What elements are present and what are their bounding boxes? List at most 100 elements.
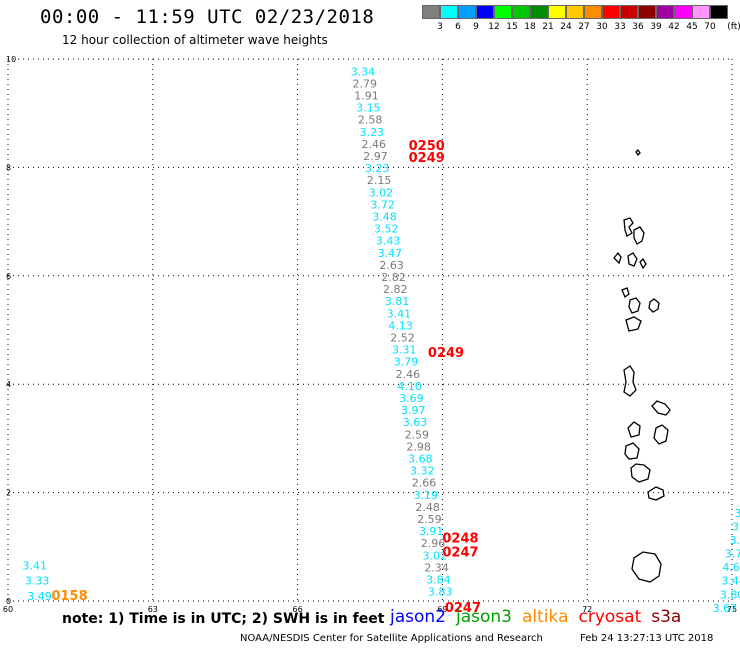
time-label: 0250: [409, 139, 445, 154]
legend-label: 45: [686, 22, 698, 32]
satellite-name: altika: [522, 607, 569, 627]
wave-height-value: 3.41: [387, 307, 412, 320]
wave-height-value: 2.98: [406, 440, 431, 453]
time-label: 0247: [442, 546, 478, 561]
wave-height-value: 3.23: [360, 126, 385, 139]
legend-swatch: [512, 5, 530, 19]
y-tick-label: 6: [6, 272, 11, 281]
wave-height-value: 2.63: [379, 259, 404, 272]
legend-swatch: [620, 5, 638, 19]
wave-height-value: 3.75: [725, 548, 740, 561]
island-outline: [628, 297, 641, 314]
wave-height-value: 2.58: [358, 114, 383, 127]
legend-swatches: [422, 5, 728, 19]
wave-height-value: 3.43: [376, 235, 401, 248]
legend-label: 70: [704, 22, 716, 32]
legend-label: 9: [473, 22, 479, 32]
legend-label: 3: [437, 22, 443, 32]
x-tick-label: 75: [727, 605, 737, 614]
legend-label: 18: [524, 22, 536, 32]
wave-height-value: 3.68: [408, 452, 433, 465]
wave-height-value: 3.34: [351, 65, 376, 78]
wave-height-value: 2.82: [383, 283, 408, 296]
wave-height-value: 3.33: [25, 575, 50, 588]
legend-label: 12: [488, 22, 500, 32]
wave-height-value: 2.66: [412, 477, 437, 490]
island-outline: [624, 442, 640, 460]
wave-height-value: 3.52: [374, 223, 399, 236]
legend-labels: 3 6 9 12 15 18 21 24 27 30 33 36 39 42 45 70 (ft): [422, 22, 740, 36]
legend-swatch: [458, 5, 476, 19]
wave-height-value: 3.48: [372, 210, 397, 223]
wave-height-value: 3.02: [423, 549, 448, 562]
legend-swatch: [638, 5, 656, 19]
axis-tick-labels: 60 63 66 69 72 75 0 2 4 6 8 10: [3, 55, 737, 614]
legend-label: 39: [650, 22, 662, 32]
wave-height-value: 3.84: [426, 573, 451, 586]
island-outline: [623, 217, 634, 237]
grid-lines: [7, 58, 733, 602]
satellite-name: jason3: [456, 607, 512, 627]
wave-height-value: 3.63: [403, 416, 428, 429]
wave-height-value: 4.10: [397, 380, 422, 393]
satellite-legend: jason2 jason3 altika cryosat s3a: [390, 607, 691, 627]
legend-label: 33: [614, 22, 626, 32]
wave-height-value: 3.47: [378, 247, 403, 260]
island-outline: [631, 551, 662, 583]
legend-swatch: [440, 5, 458, 19]
wave-height-value: 3.4: [730, 534, 740, 547]
legend-swatch: [476, 5, 494, 19]
wave-height-value: 3.81: [385, 295, 410, 308]
wave-height-value: 3.31: [392, 344, 417, 357]
legend-label: 36: [632, 22, 644, 32]
wave-height-value: 3.69: [399, 392, 424, 405]
island-outline: [651, 400, 671, 416]
page-subtitle: 12 hour collection of altimeter wave hei…: [62, 33, 328, 47]
wave-height-value: 3.67: [713, 602, 738, 615]
legend-label: 21: [542, 22, 554, 32]
wave-height-value: 2.52: [390, 331, 415, 344]
wave-height-value: 2.96: [421, 537, 446, 550]
island-outline: [647, 486, 665, 501]
legend-swatch: [530, 5, 548, 19]
legend-swatch: [566, 5, 584, 19]
page-title: 00:00 - 11:59 UTC 02/23/2018: [40, 6, 375, 28]
legend-label: 15: [506, 22, 518, 32]
legend-unit: (ft): [727, 22, 740, 32]
legend-swatch: [422, 5, 440, 19]
legend-swatch: [494, 5, 512, 19]
wave-height-value: 3.80: [720, 588, 740, 601]
wave-height-value: 3.23: [365, 162, 390, 175]
wave-height-value: 2.79: [352, 77, 377, 90]
legend-label: 42: [668, 22, 680, 32]
legend-swatch: [710, 5, 728, 19]
island-outline: [627, 252, 638, 267]
wave-height-value: 3.6: [732, 521, 740, 534]
satellite-name: jason2: [390, 607, 446, 627]
island-outline: [648, 298, 660, 313]
island-outline: [625, 316, 642, 332]
x-tick-label: 63: [148, 605, 158, 614]
units-note: note: 1) Time is in UTC; 2) SWH is in fe…: [62, 611, 385, 627]
wave-height-value: 3.02: [369, 186, 394, 199]
wave-height-value: 3.49: [27, 590, 52, 603]
wave-height-value: 3.91: [419, 525, 444, 538]
wave-height-value: 3.41: [22, 560, 47, 573]
legend-swatch: [584, 5, 602, 19]
island-outline: [621, 287, 630, 299]
legend-label: 6: [455, 22, 461, 32]
wave-height-value: 2.82: [381, 271, 406, 284]
wave-height-value: 3.72: [370, 198, 395, 211]
x-tick-label: 69: [437, 605, 447, 614]
legend-label: 30: [596, 22, 608, 32]
island-outline: [653, 424, 669, 445]
color-legend: 3 6 9 12 15 18 21 24 27 30 33 36 39 42 45 70 (ft): [422, 5, 740, 32]
wave-height-value: 3.97: [401, 404, 426, 417]
x-tick-label: 60: [3, 605, 13, 614]
wave-height-value: 3.83: [428, 586, 453, 599]
y-tick-label: 8: [6, 163, 11, 172]
time-label: 0158: [51, 589, 87, 604]
wave-height-value: 3.4: [734, 507, 740, 520]
